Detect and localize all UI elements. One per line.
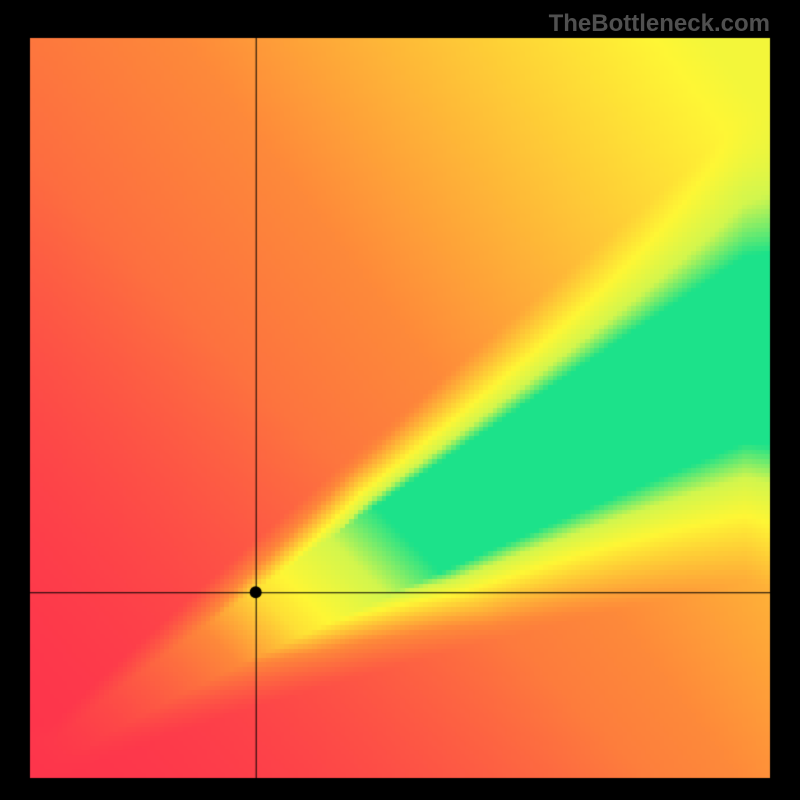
watermark-text: TheBottleneck.com: [549, 10, 770, 38]
chart-container: TheBottleneck.com: [0, 0, 800, 800]
heatmap-canvas: [0, 0, 800, 800]
